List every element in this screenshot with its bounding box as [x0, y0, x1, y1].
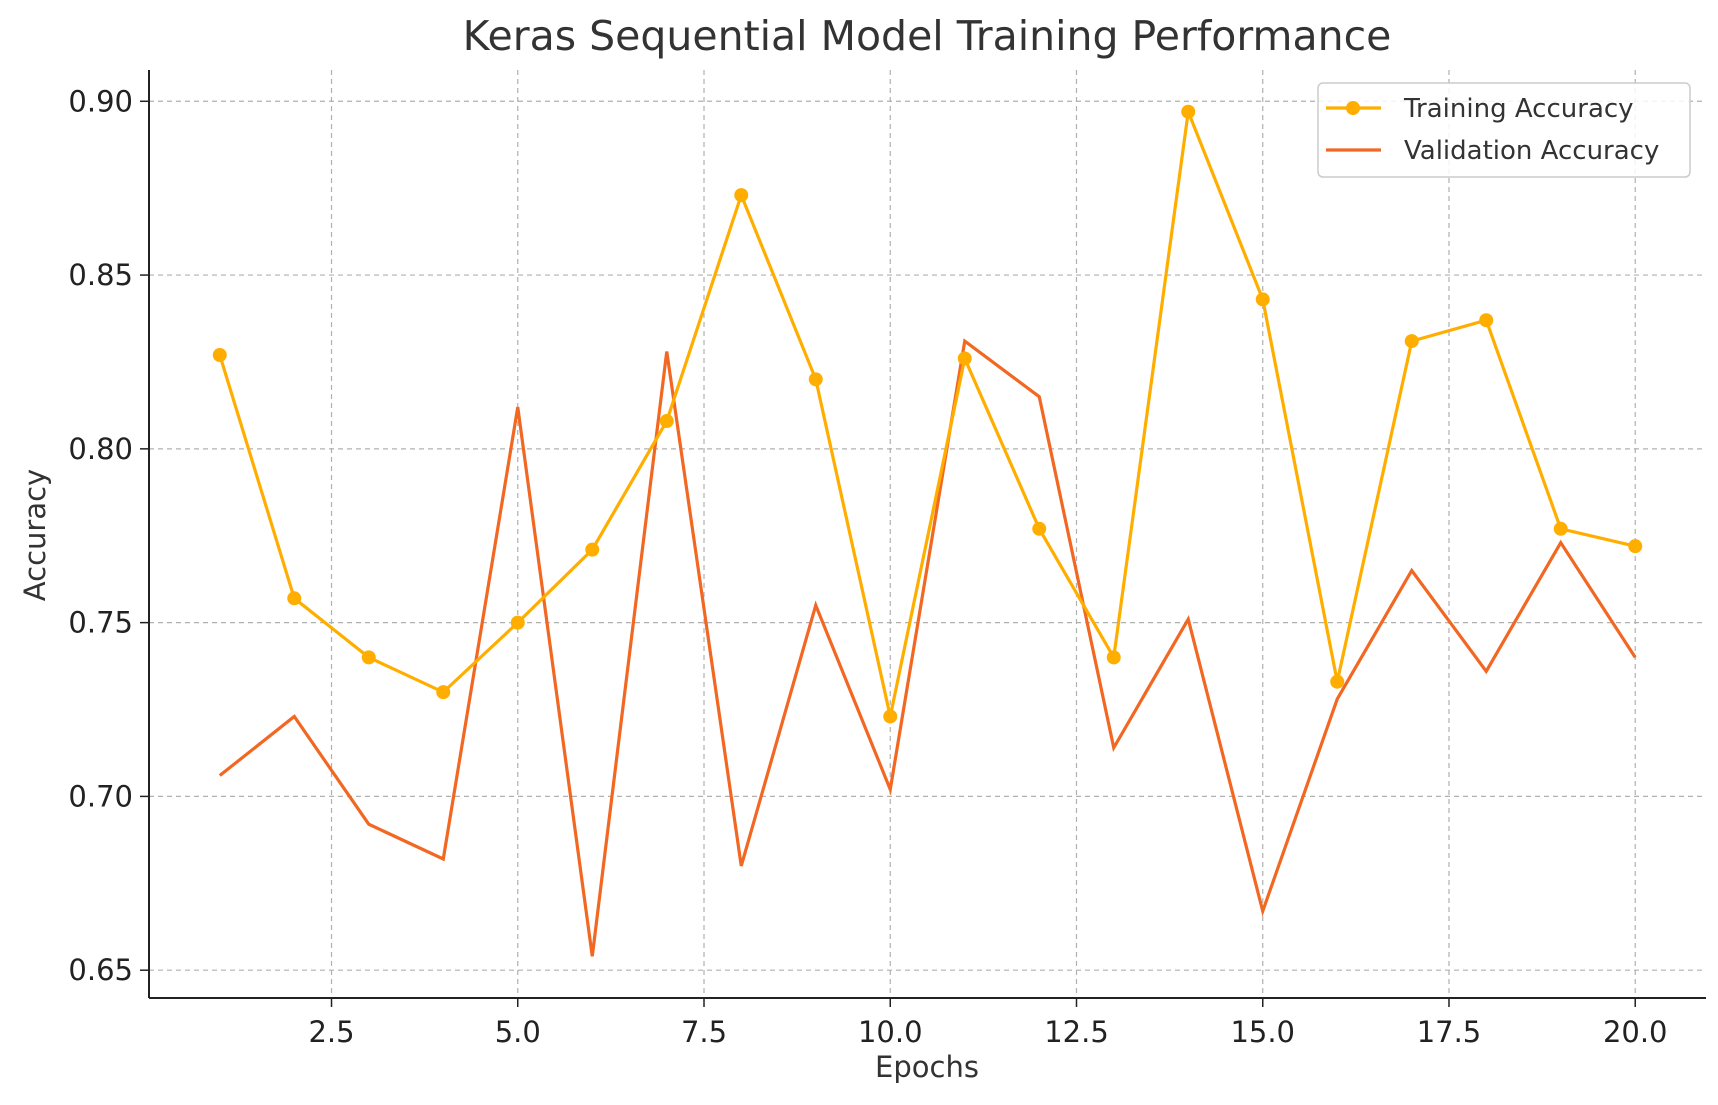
x-tick-label: 7.5	[681, 1015, 727, 1049]
training-accuracy-point	[585, 542, 600, 557]
legend-entry-validation-accuracy: Validation Accuracy	[1326, 136, 1659, 166]
y-tick-label: 0.85	[68, 258, 133, 292]
training-accuracy-point	[1628, 539, 1643, 554]
x-tick-label: 20.0	[1603, 1015, 1668, 1049]
chart-title: Keras Sequential Model Training Performa…	[463, 12, 1392, 60]
training-accuracy-point	[1553, 521, 1568, 536]
legend-marker	[1346, 101, 1360, 115]
y-tick-label: 0.90	[68, 84, 133, 118]
training-accuracy-point	[1255, 292, 1270, 307]
training-accuracy-point	[1106, 650, 1121, 665]
legend-box	[1317, 82, 1691, 178]
training-accuracy-point	[1479, 313, 1494, 328]
series-lines	[212, 104, 1643, 957]
y-tick-label: 0.65	[68, 953, 133, 987]
y-tick-label: 0.80	[68, 432, 133, 466]
x-ticks: 2.5 5.0 7.5 10.0 12.5 15.0 17.5 20.0	[308, 998, 1668, 1049]
training-accuracy-point	[957, 351, 972, 366]
legend-entries: Training Accuracy Validation Accuracy	[1326, 94, 1659, 166]
legend: Training Accuracy Validation Accuracy	[1317, 82, 1691, 178]
training-accuracy-point	[287, 591, 302, 606]
training-accuracy-point	[1330, 674, 1345, 689]
training-accuracy-point	[1181, 104, 1196, 119]
axes	[148, 70, 1706, 999]
y-ticks: 0.65 0.70 0.75 0.80 0.85 0.90	[68, 84, 149, 987]
training-accuracy-series	[212, 104, 1643, 724]
x-tick-label: 5.0	[495, 1015, 541, 1049]
validation-accuracy-series	[218, 338, 1637, 957]
y-axis-label: Accuracy	[18, 469, 52, 601]
x-axis-label: Epochs	[875, 1050, 979, 1084]
training-accuracy-point	[436, 685, 451, 700]
training-accuracy-point	[212, 348, 227, 363]
training-accuracy-point	[361, 650, 376, 665]
x-tick-label: 12.5	[1044, 1015, 1109, 1049]
training-accuracy-point	[659, 414, 674, 429]
legend-label: Validation Accuracy	[1404, 136, 1659, 166]
validation-accuracy-line	[218, 338, 1637, 957]
grid-lines	[149, 70, 1706, 998]
y-tick-label: 0.70	[68, 779, 133, 813]
x-tick-label: 2.5	[308, 1015, 354, 1049]
y-tick-label: 0.75	[68, 606, 133, 640]
training-accuracy-point	[734, 188, 749, 203]
training-accuracy-line	[218, 105, 1636, 717]
training-accuracy-point	[883, 709, 898, 724]
legend-label: Training Accuracy	[1403, 94, 1634, 124]
training-accuracy-point	[1032, 521, 1047, 536]
x-tick-label: 10.0	[858, 1015, 923, 1049]
x-tick-label: 15.0	[1230, 1015, 1295, 1049]
x-tick-label: 17.5	[1417, 1015, 1482, 1049]
training-accuracy-point	[510, 615, 525, 630]
training-accuracy-point	[808, 372, 823, 387]
legend-entry-training-accuracy: Training Accuracy	[1326, 94, 1634, 124]
training-accuracy-point	[1404, 334, 1419, 349]
